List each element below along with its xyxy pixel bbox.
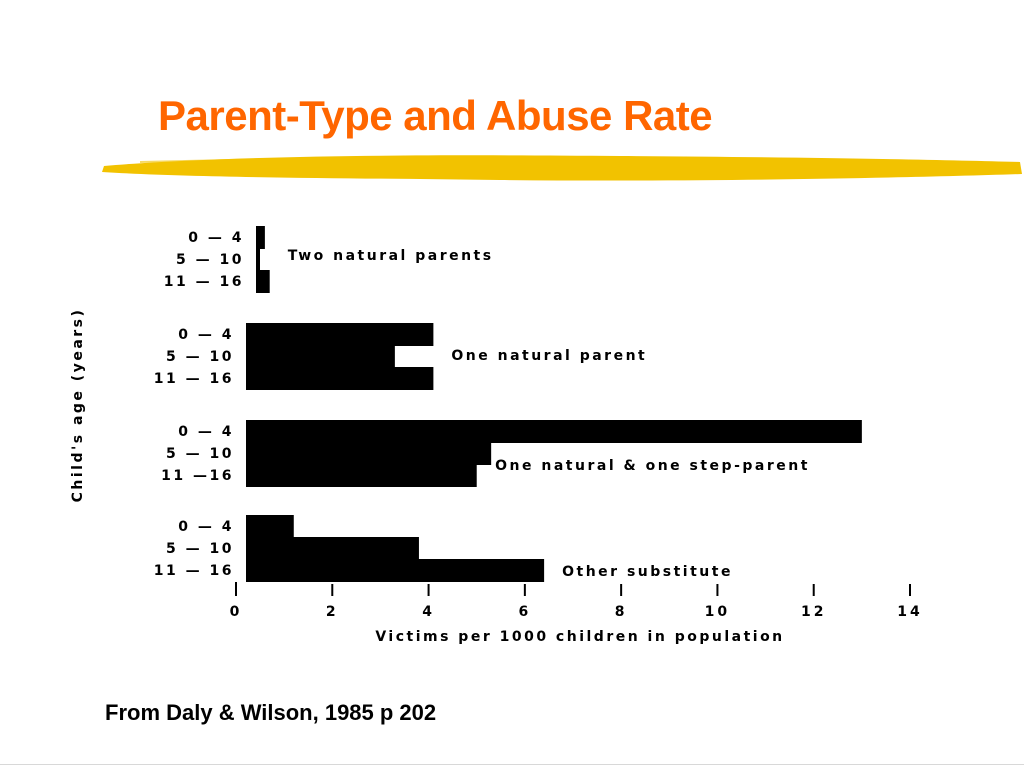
x-tick-label: 2 <box>326 604 339 620</box>
x-tick-label: 0 <box>230 604 243 620</box>
category-label: 0 — 4 <box>178 327 234 343</box>
x-tick-label: 4 <box>422 604 435 620</box>
bar-group-3: 0 — 4 5 — 10 11 —16 One natural & one step-… <box>161 420 862 487</box>
bar-group-2: 0 — 4 5 — 10 11 — 16 One natural parent <box>154 323 647 390</box>
bottom-divider <box>0 764 1024 765</box>
category-label: 0 — 4 <box>188 230 244 246</box>
bar <box>256 226 265 249</box>
title-underline-brush <box>102 155 1022 181</box>
bar-group-4: 0 — 4 5 — 10 11 — 16 Other substitute <box>154 515 733 582</box>
slide-title: Parent-Type and Abuse Rate <box>158 92 713 139</box>
bar <box>246 559 545 582</box>
x-tick-label: 12 <box>801 604 826 620</box>
bar <box>246 464 477 487</box>
bar <box>246 367 434 390</box>
category-label: 11 — 16 <box>154 563 234 579</box>
bar <box>246 515 294 538</box>
category-label: 5 — 10 <box>166 541 234 557</box>
group-label: One natural parent <box>451 348 647 364</box>
group-label: Two natural parents <box>288 248 494 264</box>
category-label: 11 — 16 <box>154 371 234 387</box>
bar-group-1: 0 — 4 5 — 10 11 — 16 Two natural parents <box>164 226 494 293</box>
x-tick-label: 10 <box>705 604 730 620</box>
bar <box>246 420 862 443</box>
bar <box>246 323 434 346</box>
y-axis-title: Child's age (years) <box>70 308 86 503</box>
x-axis-title: Victims per 1000 children in population <box>375 629 784 645</box>
category-label: 11 —16 <box>161 468 234 484</box>
category-label: 0 — 4 <box>178 424 234 440</box>
category-label: 0 — 4 <box>178 519 234 535</box>
bar <box>256 270 270 293</box>
bar <box>246 345 395 368</box>
x-tick-label: 6 <box>518 604 531 620</box>
group-label: Other substitute <box>562 564 733 580</box>
category-label: 5 — 10 <box>176 252 244 268</box>
x-axis-ticks: 0 2 4 6 8 10 12 14 <box>230 584 922 620</box>
source-citation: From Daly & Wilson, 1985 p 202 <box>105 700 437 725</box>
category-label: 5 — 10 <box>166 349 234 365</box>
group-label: One natural & one step-parent <box>495 458 810 474</box>
x-tick-label: 14 <box>897 604 922 620</box>
bar <box>246 537 419 560</box>
bar <box>246 442 492 465</box>
category-label: 5 — 10 <box>166 446 234 462</box>
x-tick-label: 8 <box>615 604 628 620</box>
bar <box>256 248 260 271</box>
category-label: 11 — 16 <box>164 274 244 290</box>
